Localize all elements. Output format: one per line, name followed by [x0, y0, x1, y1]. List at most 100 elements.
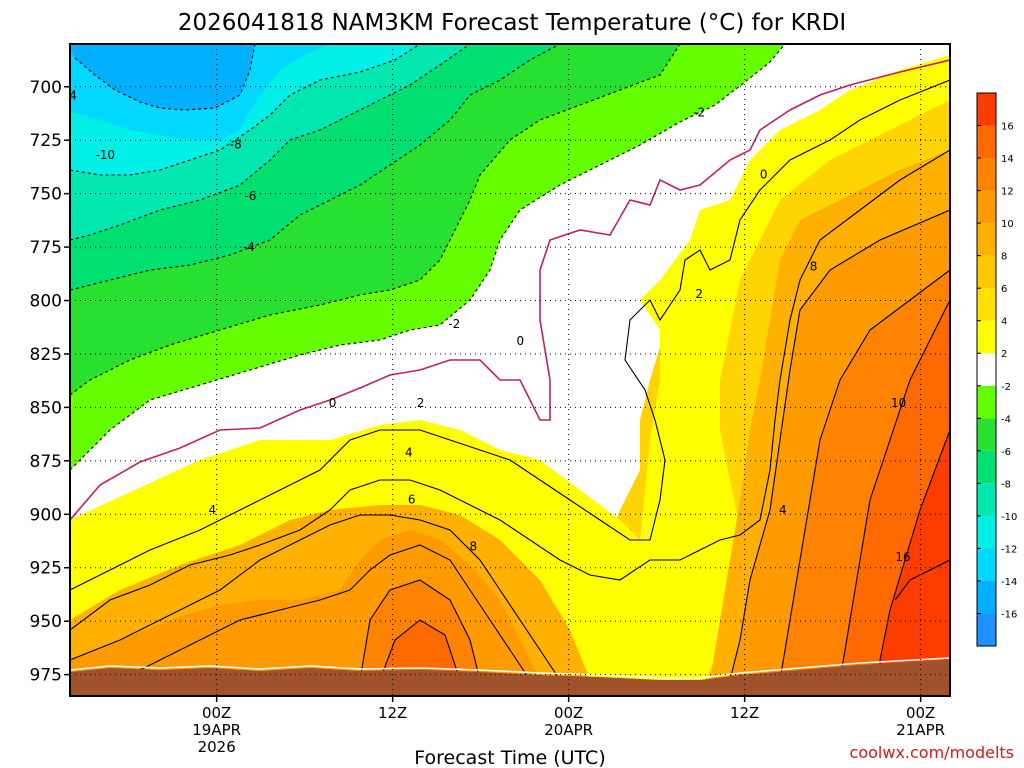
colorbar-swatch	[977, 418, 996, 451]
contour-label: 4	[405, 445, 413, 459]
colorbar-swatch	[977, 93, 996, 126]
contour-label: 8	[470, 539, 478, 553]
contour-6	[70, 514, 561, 681]
contour-label: 10	[891, 396, 906, 410]
plot-frame	[69, 43, 951, 697]
colorbar-label: -6	[1001, 447, 1011, 458]
contour-label: 6	[408, 492, 416, 506]
colorbar-label: -8	[1001, 479, 1011, 490]
colorbar-label: 10	[1001, 219, 1014, 230]
contour-minus4	[70, 44, 681, 396]
contour-label: 0	[329, 396, 337, 410]
contour-12-right	[839, 299, 950, 681]
contour-label-text: -14	[57, 88, 77, 102]
x-tick-label: 12Z	[378, 704, 407, 722]
colorbar-label: 14	[1001, 154, 1014, 165]
x-tick-label: 20APR	[544, 721, 593, 739]
contour-label-text: -6	[244, 189, 256, 203]
colorbar-label: -14	[1001, 577, 1017, 588]
colorbar-swatch	[977, 483, 996, 516]
contour-10	[359, 579, 481, 681]
colorbar-label: 12	[1001, 187, 1014, 198]
contour-label: 4	[779, 503, 787, 517]
colorbar: -16 -14 -12 -10 -8 -6 -4 -2 2 4 6 8 10 12 14 16	[976, 92, 1017, 647]
credit-text: coolwx.com/modelts	[850, 743, 1014, 762]
contour-10-right	[779, 269, 950, 681]
colorbar-label: 6	[1001, 284, 1007, 295]
x-tick-label: 00Z	[906, 704, 935, 722]
colorbar-frame	[976, 92, 997, 647]
contour-4	[70, 149, 950, 631]
contour-label-text: 16	[895, 550, 910, 564]
colorbar-label: -4	[1001, 414, 1011, 425]
y-tick-label: 725	[30, 131, 62, 151]
contour-label: -14	[57, 88, 77, 102]
contour-label-text: -4	[243, 240, 255, 254]
contour-label-text: -10	[95, 148, 115, 162]
contour-minus8	[70, 44, 471, 241]
y-tick-label: 900	[30, 505, 62, 525]
contour-labels: -14 -10 -8 -6 -4 -2 -2 0 0 0 2 2 4 4 4 6 8 8 10 16	[57, 88, 911, 564]
colorbar-label: 2	[1001, 349, 1007, 360]
contour-label-text: 4	[405, 445, 413, 459]
contour-label: -2	[693, 105, 705, 119]
chart-title: 2026041818 NAM3KM Forecast Temperature (…	[178, 10, 846, 36]
contour-12	[379, 619, 461, 681]
contour-label: -2	[448, 317, 460, 331]
y-tick-label: 800	[30, 292, 62, 312]
colorbar-swatch	[977, 548, 996, 581]
colorbar-label: 16	[1001, 122, 1014, 133]
colorbar-swatch	[977, 385, 996, 419]
y-tick-label: 750	[30, 185, 62, 205]
contour-label: -8	[230, 137, 242, 151]
gridlines	[70, 44, 950, 696]
colorbar-swatch	[977, 450, 996, 484]
colorbar-swatch	[977, 515, 996, 549]
contour-label: 0	[760, 167, 768, 181]
contour-label-text: 6	[408, 492, 416, 506]
colorbar-label: -16	[1001, 609, 1017, 620]
colorbar-swatch	[977, 223, 996, 256]
x-tick-label: 2026	[198, 738, 236, 756]
contour-label-text: 0	[516, 334, 524, 348]
contour-label: -10	[95, 148, 115, 162]
y-tick-label: 925	[30, 559, 62, 579]
colorbar-swatch	[977, 580, 996, 614]
fill-14-18-right	[880, 430, 950, 680]
x-tick-label: 19APR	[192, 721, 241, 739]
y-tick-label: 700	[30, 78, 62, 98]
y-tick-label: 975	[30, 666, 62, 686]
colorbar-label: -2	[1001, 382, 1011, 393]
colorbar-swatch	[977, 320, 996, 354]
x-tick-label: 12Z	[730, 704, 759, 722]
y-tick-label: 950	[30, 612, 62, 632]
colorbar-label: 4	[1001, 317, 1007, 328]
contour-label-text: 10	[891, 396, 906, 410]
contour-label-text: 0	[760, 167, 768, 181]
contour-8	[119, 544, 531, 681]
plot-area: -14 -10 -8 -6 -4 -2 -2 0 0 0 2 2 4 4 4 6 8 8 10 16	[57, 44, 950, 696]
contour-label-text: 4	[779, 503, 787, 517]
contour-label-text: -8	[230, 137, 242, 151]
x-tick-label: 00Z	[202, 704, 231, 722]
colorbar-swatch	[977, 125, 996, 159]
contour-label: -4	[243, 240, 255, 254]
colorbar-label: -10	[1001, 512, 1017, 523]
contour-label: 2	[417, 396, 425, 410]
x-tick-label: 21APR	[896, 721, 945, 739]
colorbar-swatch	[977, 255, 996, 289]
colorbar-swatch	[977, 190, 996, 224]
contour-label-text: 4	[208, 503, 216, 517]
contour-16-right	[894, 559, 950, 601]
contour-minus14	[74, 44, 256, 111]
colorbar-label: 8	[1001, 252, 1007, 263]
contour-label-text: 8	[470, 539, 478, 553]
contour-label: 16	[895, 550, 910, 564]
contour-0	[70, 59, 950, 521]
contour-label: 4	[208, 503, 216, 517]
y-axis: 700 725 750 775 800 825 850 875 900 925 950 975	[30, 78, 70, 686]
contour-label-text: -2	[448, 317, 460, 331]
contour-label-text: 2	[417, 396, 425, 410]
contour-lines	[70, 44, 950, 681]
